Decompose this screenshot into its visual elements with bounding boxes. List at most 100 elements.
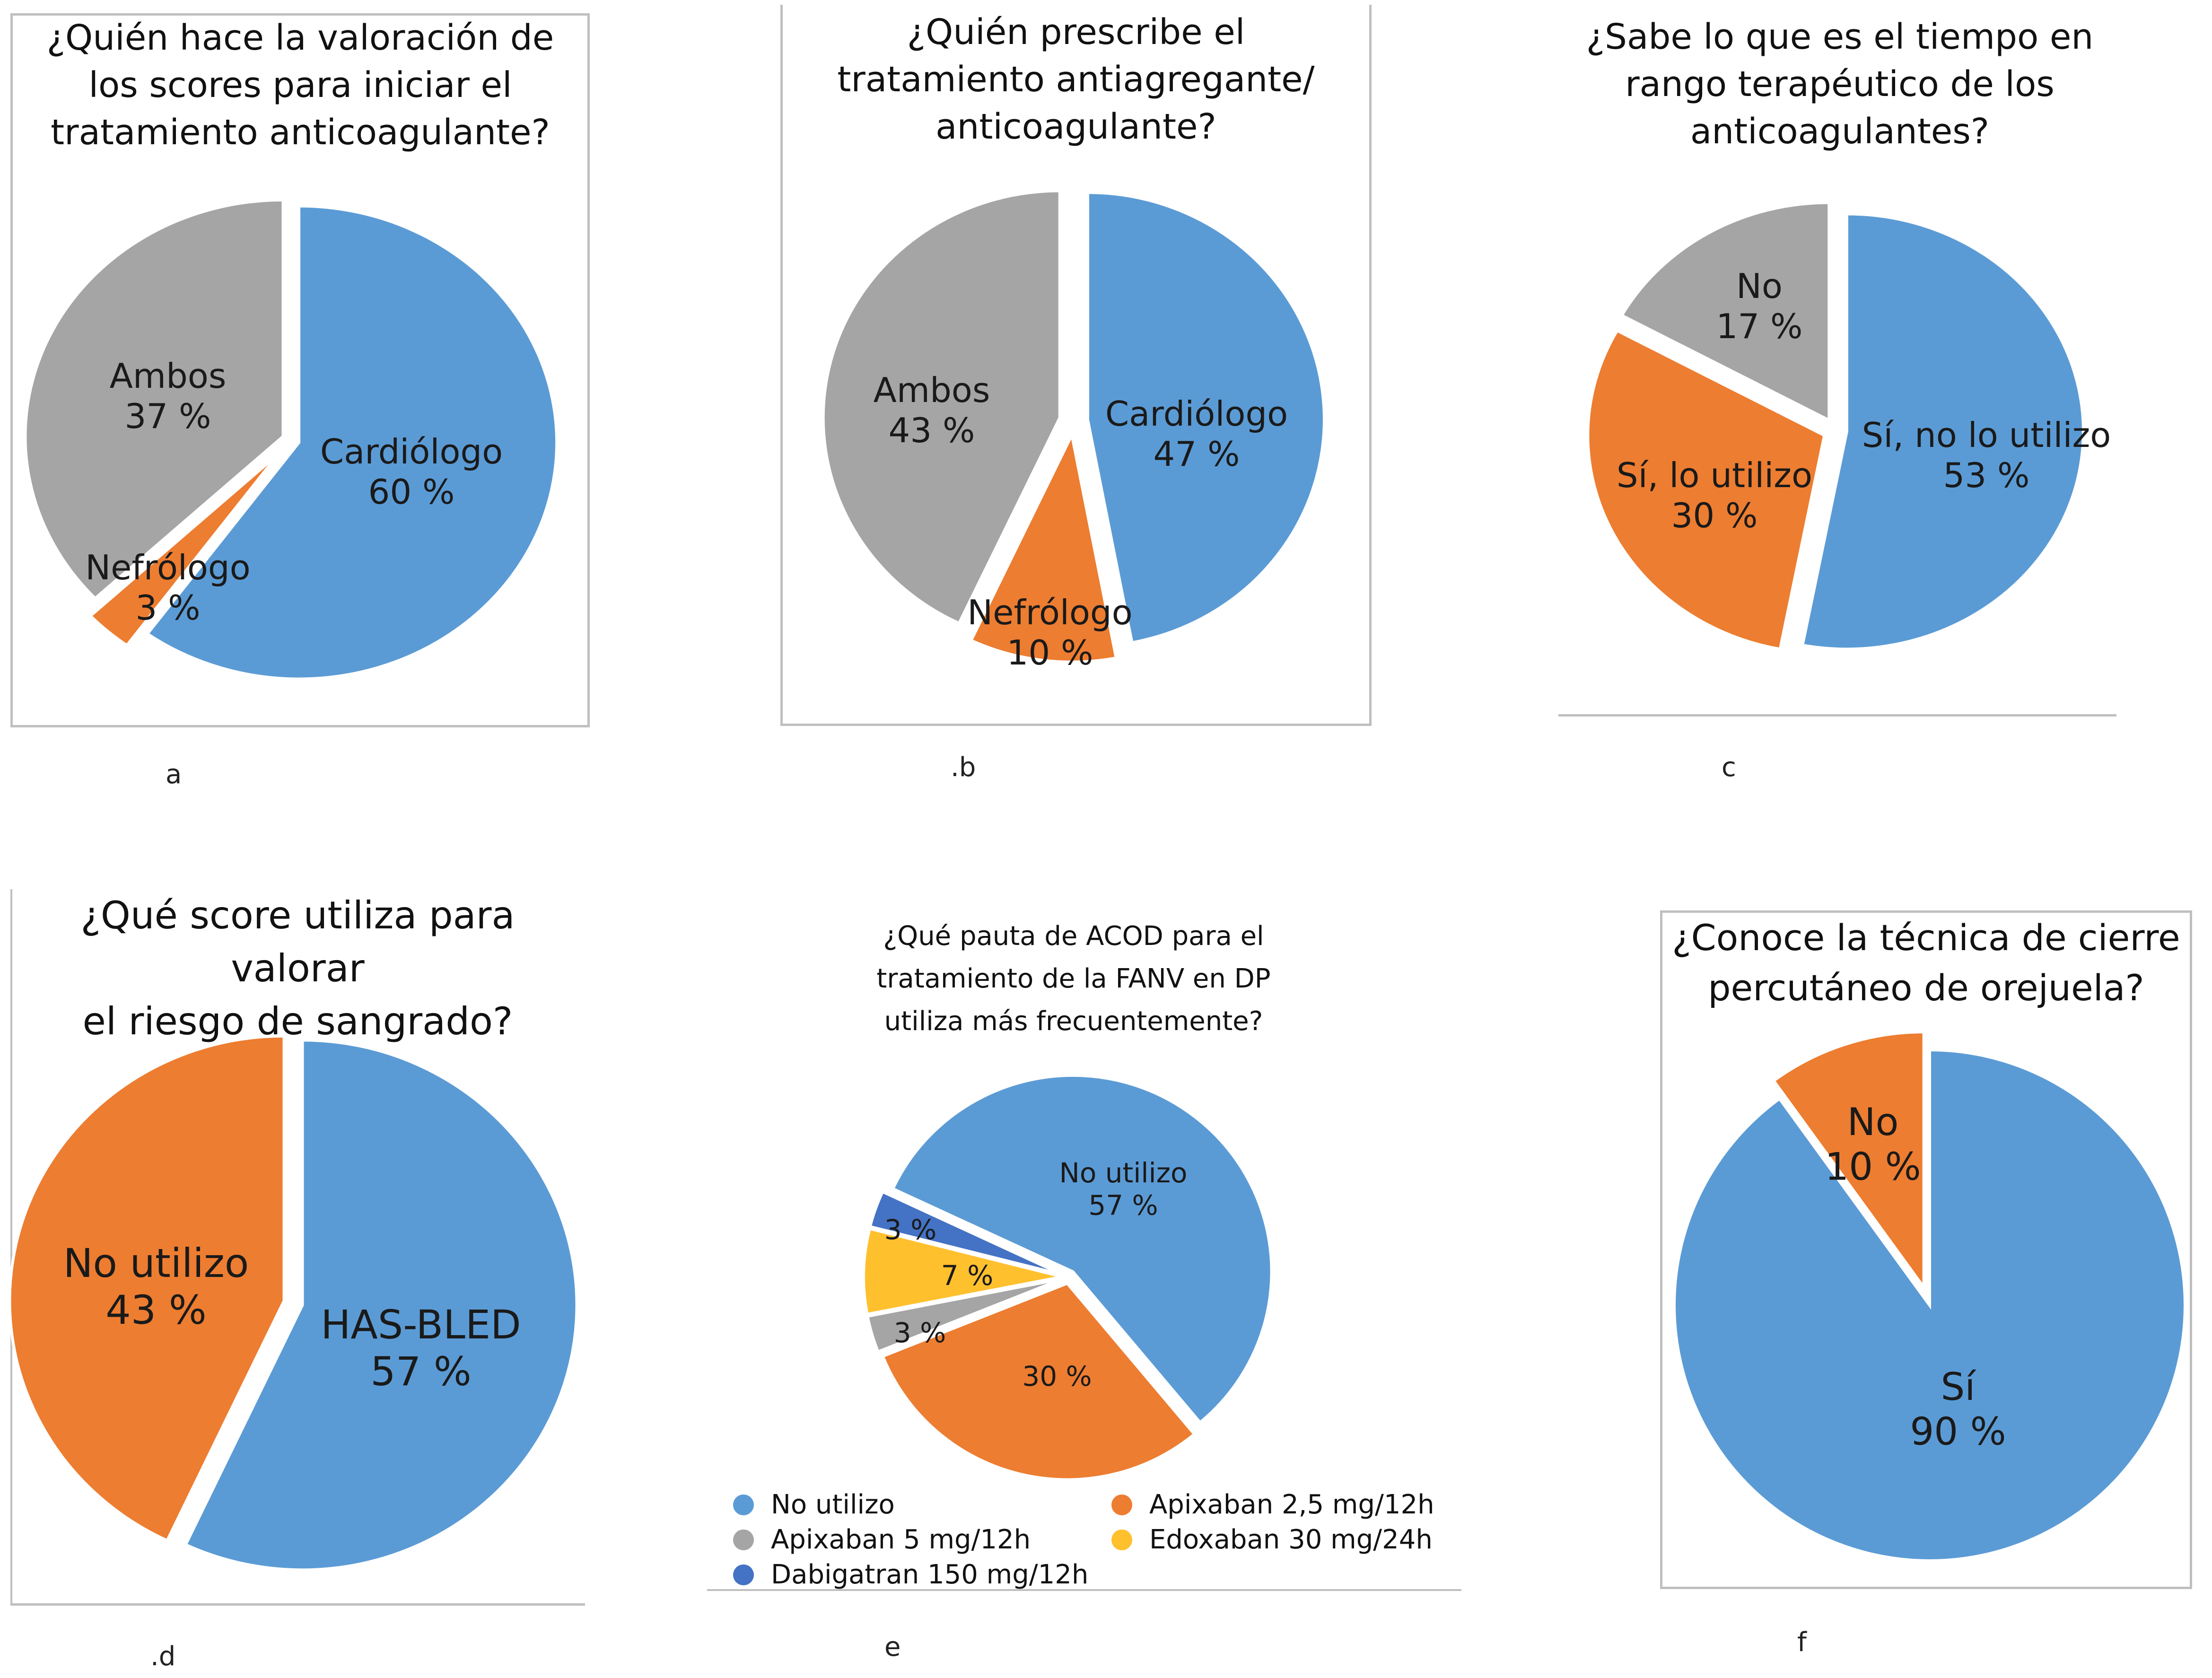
chart-title-a: ¿Quién hace la valoración de los scores … [14, 14, 586, 156]
title-line: utiliza más frecuentemente? [884, 1006, 1263, 1037]
title-line: el riesgo de sangrado? [82, 999, 513, 1043]
panel-label-a: a [166, 759, 182, 790]
data-label-value: 3 % [135, 588, 200, 628]
pie-slice-apixaban-5-mg-12h [866, 1277, 1063, 1354]
pie-slice-sí-no-lo-utilizo [1801, 212, 2085, 651]
data-label-value: 30 % [1671, 496, 1758, 535]
data-label: Nefrólogo 3 % [85, 548, 250, 628]
title-line: tratamiento anticoagulante? [51, 112, 550, 153]
title-line: ¿Quién hace la valoración de [46, 17, 554, 58]
title-line: percutáneo de orejuela? [1708, 967, 2144, 1009]
panel-label-b: .b [951, 752, 976, 783]
legend-item: No utilizo [733, 1487, 895, 1522]
legend-dot-dabigatran [733, 1564, 754, 1585]
legend-item: Apixaban 5 mg/12h [733, 1522, 1031, 1557]
data-label-category: Ambos [110, 356, 227, 396]
chart-title-d: ¿Qué score utiliza para valorar el riesg… [10, 889, 585, 1048]
data-label-value: 90 % [1910, 1409, 2006, 1453]
chart-title-e: ¿Qué pauta de ACOD para el tratamiento d… [832, 915, 1315, 1043]
panel-label-d: .d [150, 1641, 176, 1672]
legend-item: Edoxaban 30 mg/24h [1111, 1522, 1433, 1557]
data-label-value: 60 % [368, 472, 455, 512]
data-label-category: No [1736, 266, 1783, 306]
data-label: 30 % [1022, 1360, 1092, 1392]
data-label: No utilizo 57 % [1059, 1157, 1187, 1221]
legend-label: Edoxaban 30 mg/24h [1149, 1524, 1433, 1555]
title-line: los scores para iniciar el [88, 65, 512, 105]
pie-slice-no [1619, 201, 1831, 423]
data-label-value: 57 % [370, 1348, 471, 1395]
data-label-value: 43 % [105, 1287, 206, 1333]
data-label-category: Cardiólogo [1105, 394, 1288, 434]
chart-frame-f-top [1660, 910, 2192, 1050]
legend-label: Dabigatran 150 mg/12h [771, 1559, 1089, 1590]
legend-label: Apixaban 5 mg/12h [771, 1524, 1031, 1555]
pie-slice-no-utilizo [8, 1034, 286, 1543]
legend-dot-no-utilizo [733, 1494, 754, 1515]
data-label: 3 % [884, 1214, 936, 1246]
pie-slice-sí-lo-utilizo [1586, 329, 1826, 651]
data-label-value: 37 % [125, 396, 211, 436]
data-label-category: HAS-BLED [321, 1302, 521, 1348]
data-label-value: 10 % [1007, 633, 1093, 673]
legend-dot-apixaban-2-5 [1111, 1494, 1132, 1515]
legend-label: Apixaban 2,5 mg/12h [1149, 1489, 1434, 1520]
data-label: No utilizo 43 % [63, 1240, 249, 1333]
pie-slice-apixaban-2-5-mg-12h [881, 1281, 1197, 1481]
data-label-category: Nefrólogo [967, 593, 1132, 632]
title-line: ¿Sabe lo que es el tiempo en [1586, 17, 2094, 57]
data-label: Ambos 43 % [874, 370, 990, 450]
data-label-category: No utilizo [1059, 1157, 1187, 1189]
chart-title-f: ¿Conoce la técnica de cierre percutáneo … [1660, 913, 2192, 1013]
legend-dot-apixaban-5 [733, 1529, 754, 1550]
data-label: Sí 90 % [1910, 1365, 2006, 1453]
data-label: Sí, lo utilizo 30 % [1617, 455, 1812, 535]
chart-frame-f-bottom [1660, 1045, 2192, 1589]
data-label-value: 10 % [1825, 1145, 1921, 1189]
data-label-category: No utilizo [63, 1240, 249, 1286]
data-label: 3 % [894, 1317, 946, 1349]
chart-title-c: ¿Sabe lo que es el tiempo en rango terap… [1570, 13, 2109, 155]
chart-frame-b [780, 5, 1372, 726]
data-label-category: No [1847, 1100, 1899, 1144]
pie-slice-no [1772, 1030, 1925, 1292]
title-line: tratamiento antiagregante/ [837, 59, 1315, 100]
pie-slice-edoxaban-30-mg-24h [862, 1227, 1063, 1316]
title-line: tratamiento de la FANV en DP [876, 963, 1271, 994]
pie-slice-ambos [822, 189, 1061, 625]
data-label-category: Sí, no lo utilizo [1862, 415, 2111, 455]
pie-slice-dabigatran-150-mg-12h [868, 1189, 1064, 1276]
pie-slice-cardiólogo [1086, 191, 1326, 645]
baseline-e [707, 1589, 1461, 1591]
data-label: 7 % [941, 1259, 993, 1292]
legend-label: No utilizo [771, 1489, 895, 1520]
pie-slice-nefrólogo [969, 430, 1118, 664]
data-label: Sí, no lo utilizo 53 % [1862, 415, 2111, 495]
title-line: ¿Conoce la técnica de cierre [1672, 917, 2180, 959]
legend-item: Dabigatran 150 mg/12h [733, 1557, 1088, 1592]
pie-slice-cardiólogo [145, 204, 559, 681]
data-label: Nefrólogo 10 % [967, 593, 1132, 673]
pie-slice-ambos [24, 198, 285, 601]
legend-dot-edoxaban [1111, 1529, 1132, 1550]
pie-slice-no-utilizo [891, 1074, 1273, 1425]
panel-label-c: c [1722, 752, 1736, 783]
data-label: Ambos 37 % [110, 356, 227, 436]
pie-slice-sí [1673, 1048, 2186, 1562]
legend-e: No utilizo Apixaban 2,5 mg/12h Apixaban … [733, 1487, 1490, 1596]
data-label-value: 57 % [1088, 1189, 1158, 1221]
pie-slice-nefrólogo [88, 453, 280, 647]
data-label: Cardiólogo 47 % [1105, 394, 1288, 474]
data-label-category: Cardiólogo [320, 432, 503, 472]
panel-label-f: f [1797, 1627, 1807, 1658]
title-line: ¿Quién prescribe el [907, 12, 1245, 52]
data-label-value: 17 % [1716, 306, 1803, 346]
data-label-value: 47 % [1154, 434, 1240, 474]
legend-item: Apixaban 2,5 mg/12h [1111, 1487, 1434, 1522]
data-label-value: 43 % [889, 411, 975, 450]
